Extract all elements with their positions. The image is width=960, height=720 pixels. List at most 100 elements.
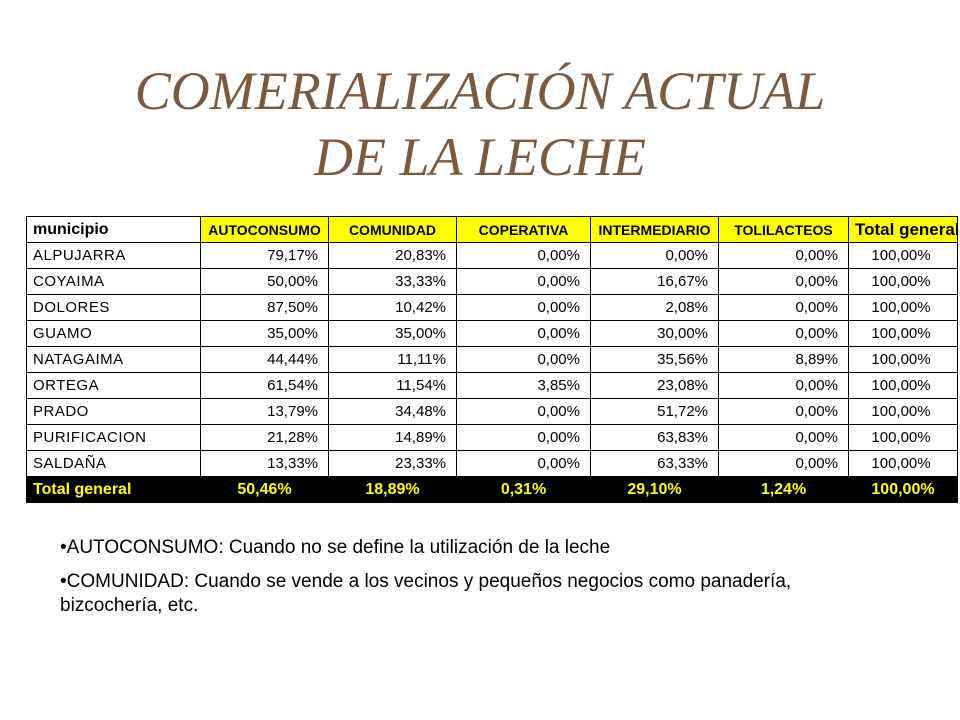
municipio-cell: DOLORES bbox=[26, 294, 201, 321]
bullet-icon: • bbox=[60, 537, 67, 558]
column-header-municipio: municipio bbox=[26, 216, 201, 243]
percentage-cell: 0,00% bbox=[718, 372, 849, 399]
column-header-tolilacteos: TOLILACTEOS bbox=[718, 216, 849, 243]
slide-title-line-2: DE LA LECHE bbox=[313, 127, 647, 187]
slide-title-line-1: COMERIALIZACIÓN ACTUAL bbox=[134, 61, 826, 121]
column-header-coperativa: COPERATIVA bbox=[456, 216, 591, 243]
percentage-cell: 44,44% bbox=[200, 346, 329, 373]
percentage-cell: 11,11% bbox=[328, 346, 457, 373]
column-header-autoconsumo: AUTOCONSUMO bbox=[200, 216, 329, 243]
table-header-row: municipio AUTOCONSUMO COMUNIDAD COPERATI… bbox=[26, 216, 958, 243]
table-row: PURIFICACION 21,28% 14,89% 0,00% 63,83% 0,00%… bbox=[26, 424, 958, 451]
municipio-cell: COYAIMA bbox=[26, 268, 201, 295]
percentage-cell: 21,28% bbox=[200, 424, 329, 451]
column-header-intermediario: INTERMEDIARIO bbox=[590, 216, 719, 243]
percentage-cell: 100,00% bbox=[848, 320, 958, 347]
notes-list: •AUTOCONSUMO: Cuando no se define la uti… bbox=[60, 536, 880, 628]
percentage-cell: 100,00% bbox=[848, 294, 958, 321]
percentage-cell: 100,00% bbox=[848, 242, 958, 269]
percentage-cell: 0,00% bbox=[456, 424, 591, 451]
data-table: municipio AUTOCONSUMO COMUNIDAD COPERATI… bbox=[26, 216, 958, 503]
percentage-cell: 35,00% bbox=[200, 320, 329, 347]
percentage-cell: 0,00% bbox=[456, 242, 591, 269]
table-row: SALDAÑA 13,33% 23,33% 0,00% 63,33% 0,00% 100,0… bbox=[26, 450, 958, 477]
total-row-label: Total general bbox=[26, 476, 201, 503]
percentage-cell: 3,85% bbox=[456, 372, 591, 399]
percentage-cell: 11,54% bbox=[328, 372, 457, 399]
note-autoconsumo: •AUTOCONSUMO: Cuando no se define la uti… bbox=[60, 536, 880, 560]
percentage-cell: 0,00% bbox=[590, 242, 719, 269]
table-row: ORTEGA 61,54% 11,54% 3,85% 23,08% 0,00% 100,00… bbox=[26, 372, 958, 399]
percentage-cell: 2,08% bbox=[590, 294, 719, 321]
percentage-cell: 0,00% bbox=[456, 346, 591, 373]
percentage-cell: 0,00% bbox=[718, 320, 849, 347]
note-comunidad: •COMUNIDAD: Cuando se vende a los vecino… bbox=[60, 570, 880, 618]
percentage-cell: 100,00% bbox=[848, 346, 958, 373]
percentage-cell: 13,79% bbox=[200, 398, 329, 425]
percentage-cell: 0,00% bbox=[718, 242, 849, 269]
note-text: AUTOCONSUMO: Cuando no se define la util… bbox=[66, 537, 611, 558]
percentage-cell: 0,00% bbox=[718, 424, 849, 451]
percentage-cell: 35,00% bbox=[328, 320, 457, 347]
percentage-cell: 0,00% bbox=[456, 268, 591, 295]
total-row-cell: 29,10% bbox=[590, 476, 719, 503]
percentage-cell: 16,67% bbox=[590, 268, 719, 295]
data-table-container: municipio AUTOCONSUMO COMUNIDAD COPERATI… bbox=[26, 216, 958, 503]
percentage-cell: 100,00% bbox=[848, 424, 958, 451]
percentage-cell: 0,00% bbox=[718, 398, 849, 425]
percentage-cell: 0,00% bbox=[456, 294, 591, 321]
table-row: COYAIMA 50,00% 33,33% 0,00% 16,67% 0,00% 100,0… bbox=[26, 268, 958, 295]
percentage-cell: 30,00% bbox=[590, 320, 719, 347]
percentage-cell: 100,00% bbox=[848, 398, 958, 425]
percentage-cell: 14,89% bbox=[328, 424, 457, 451]
table-row: PRADO 13,79% 34,48% 0,00% 51,72% 0,00% 100,00% bbox=[26, 398, 958, 425]
percentage-cell: 0,00% bbox=[456, 398, 591, 425]
table-row: GUAMO 35,00% 35,00% 0,00% 30,00% 0,00% 100,00% bbox=[26, 320, 958, 347]
table-body: ALPUJARRA 79,17% 20,83% 0,00% 0,00% 0,00% 100,… bbox=[26, 242, 958, 477]
percentage-cell: 10,42% bbox=[328, 294, 457, 321]
total-row-cell: 50,46% bbox=[200, 476, 329, 503]
percentage-cell: 8,89% bbox=[718, 346, 849, 373]
percentage-cell: 0,00% bbox=[718, 450, 849, 477]
total-row-cell: 18,89% bbox=[328, 476, 457, 503]
percentage-cell: 63,33% bbox=[590, 450, 719, 477]
percentage-cell: 23,33% bbox=[328, 450, 457, 477]
percentage-cell: 20,83% bbox=[328, 242, 457, 269]
percentage-cell: 100,00% bbox=[848, 268, 958, 295]
percentage-cell: 34,48% bbox=[328, 398, 457, 425]
municipio-cell: PURIFICACION bbox=[26, 424, 201, 451]
percentage-cell: 0,00% bbox=[718, 268, 849, 295]
bullet-icon: • bbox=[60, 571, 67, 592]
percentage-cell: 50,00% bbox=[200, 268, 329, 295]
percentage-cell: 0,00% bbox=[456, 450, 591, 477]
percentage-cell: 0,00% bbox=[456, 320, 591, 347]
percentage-cell: 100,00% bbox=[848, 372, 958, 399]
percentage-cell: 87,50% bbox=[200, 294, 329, 321]
slide-title: COMERIALIZACIÓN ACTUAL DE LA LECHE bbox=[0, 58, 960, 190]
percentage-cell: 79,17% bbox=[200, 242, 329, 269]
table-row: NATAGAIMA 44,44% 11,11% 0,00% 35,56% 8,89% 100… bbox=[26, 346, 958, 373]
municipio-cell: NATAGAIMA bbox=[26, 346, 201, 373]
percentage-cell: 0,00% bbox=[718, 294, 849, 321]
municipio-cell: ALPUJARRA bbox=[26, 242, 201, 269]
total-row-cell: 1,24% bbox=[718, 476, 849, 503]
percentage-cell: 23,08% bbox=[590, 372, 719, 399]
table-row: ALPUJARRA 79,17% 20,83% 0,00% 0,00% 0,00% 100,… bbox=[26, 242, 958, 269]
column-header-total-general: Total general bbox=[848, 216, 958, 243]
percentage-cell: 13,33% bbox=[200, 450, 329, 477]
column-header-comunidad: COMUNIDAD bbox=[328, 216, 457, 243]
percentage-cell: 35,56% bbox=[590, 346, 719, 373]
total-row-cell: 0,31% bbox=[456, 476, 591, 503]
municipio-cell: PRADO bbox=[26, 398, 201, 425]
note-text: COMUNIDAD: Cuando se vende a los vecinos… bbox=[60, 571, 792, 616]
percentage-cell: 33,33% bbox=[328, 268, 457, 295]
percentage-cell: 63,83% bbox=[590, 424, 719, 451]
percentage-cell: 100,00% bbox=[848, 450, 958, 477]
municipio-cell: GUAMO bbox=[26, 320, 201, 347]
municipio-cell: SALDAÑA bbox=[26, 450, 201, 477]
total-row-cell: 100,00% bbox=[848, 476, 958, 503]
table-total-row: Total general 50,46% 18,89% 0,31% 29,10%… bbox=[26, 476, 958, 503]
table-row: DOLORES 87,50% 10,42% 0,00% 2,08% 0,00% 100,00… bbox=[26, 294, 958, 321]
municipio-cell: ORTEGA bbox=[26, 372, 201, 399]
percentage-cell: 51,72% bbox=[590, 398, 719, 425]
